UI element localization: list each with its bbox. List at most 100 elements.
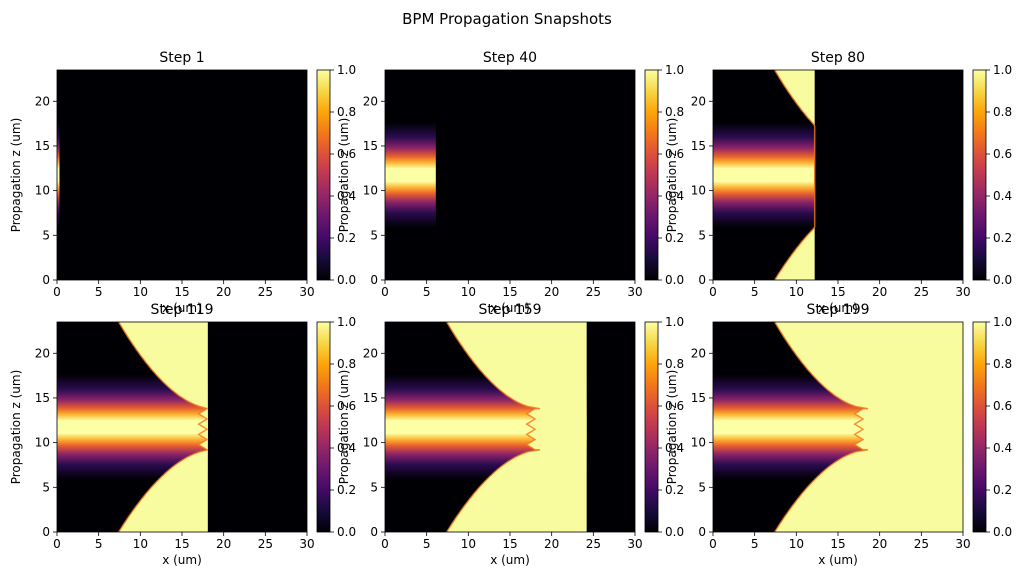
y-tick-label: 0 [370, 273, 378, 287]
panel-step-40: 0 5 10 15 20 25 30 0 5 10 15 20 Step 40 x (um) Propaga… [337, 50, 684, 315]
x-tick-label: 30 [299, 537, 314, 551]
x-tick-label: 5 [95, 537, 103, 551]
panel-title: Step 40 [483, 50, 537, 66]
x-tick-label: 20 [544, 537, 559, 551]
y-tick-label: 5 [370, 480, 378, 494]
figure-title: BPM Propagation Snapshots [402, 10, 612, 28]
colorbar-tick-label: 0.8 [993, 105, 1012, 119]
colorbar-tick-label: 1.0 [993, 63, 1012, 77]
colorbar-tick-label: 0.2 [665, 231, 684, 245]
colorbar-tick-label: 0.6 [337, 147, 356, 161]
y-axis-label: Propagation z (um) [9, 370, 23, 485]
colorbar-tick-label: 0.0 [993, 525, 1012, 539]
x-tick-label: 10 [789, 537, 804, 551]
colorbar-tick-label: 0.0 [337, 273, 356, 287]
panel-step-1: 0 5 10 15 20 25 30 0 5 10 15 20 Step 1 x (um) Propagat… [9, 50, 356, 315]
y-tick-label: 10 [35, 184, 50, 198]
colorbar-tick-label: 0.0 [993, 273, 1012, 287]
x-tick-label: 15 [502, 537, 517, 551]
colorbar-tick-label: 0.8 [993, 357, 1012, 371]
x-tick-label: 5 [751, 537, 759, 551]
y-tick-label: 15 [363, 391, 378, 405]
x-tick-label: 20 [872, 285, 887, 299]
y-tick-label: 10 [363, 436, 378, 450]
y-axis-label: Propagation z (um) [337, 370, 351, 485]
x-tick-label: 30 [955, 537, 970, 551]
colorbar-tick-label: 1.0 [665, 315, 684, 329]
y-axis-label: Propagation z (um) [337, 118, 351, 233]
y-tick-label: 15 [35, 139, 50, 153]
x-axis-label: x (um) [490, 553, 530, 567]
y-tick-label: 10 [691, 184, 706, 198]
panel-title: Step 199 [806, 302, 869, 318]
panel-step-80: 0 5 10 15 20 25 30 0 5 10 15 20 Step 80 x (um) Propaga… [665, 50, 1012, 315]
colorbar [644, 69, 659, 281]
colorbar-tick-label: 0.4 [665, 441, 684, 455]
colorbar-tick-label: 0.4 [337, 189, 356, 203]
x-tick-label: 20 [872, 537, 887, 551]
x-tick-label: 0 [709, 537, 717, 551]
panel-title: Step 119 [150, 302, 213, 318]
x-tick-label: 15 [830, 537, 845, 551]
x-tick-label: 25 [258, 537, 273, 551]
x-axis-label: x (um) [818, 553, 858, 567]
x-tick-label: 5 [423, 285, 431, 299]
x-tick-label: 0 [709, 285, 717, 299]
x-axis-label: x (um) [162, 301, 202, 315]
colorbar-tick-label: 1.0 [337, 315, 356, 329]
y-tick-label: 20 [691, 94, 706, 108]
panel-title: Step 80 [811, 50, 865, 66]
x-tick-label: 20 [216, 285, 231, 299]
y-tick-label: 10 [35, 436, 50, 450]
colorbar-tick-label: 0.0 [337, 525, 356, 539]
beam-field [385, 70, 436, 280]
x-axis-label: x (um) [818, 301, 858, 315]
colorbar-tick-label: 0.6 [665, 399, 684, 413]
y-tick-label: 0 [698, 525, 706, 539]
colorbar-tick-label: 0.0 [665, 525, 684, 539]
colorbar-tick-label: 0.2 [337, 231, 356, 245]
saturated-field-region [118, 322, 208, 532]
x-tick-label: 25 [914, 537, 929, 551]
y-tick-label: 0 [698, 273, 706, 287]
y-axis-label: Propagation z (um) [9, 118, 23, 233]
x-tick-label: 20 [216, 537, 231, 551]
y-tick-label: 0 [370, 525, 378, 539]
y-tick-label: 15 [363, 139, 378, 153]
y-tick-label: 5 [698, 480, 706, 494]
colorbar-tick-label: 0.2 [337, 483, 356, 497]
panel-title: Step 159 [478, 302, 541, 318]
colorbar-tick-label: 0.8 [665, 357, 684, 371]
x-tick-label: 5 [751, 285, 759, 299]
colorbar-tick-label: 0.4 [993, 189, 1012, 203]
field-boundary [774, 70, 816, 280]
field-boundary [774, 322, 869, 532]
y-tick-label: 10 [691, 436, 706, 450]
colorbar-tick-label: 0.8 [337, 357, 356, 371]
x-tick-label: 5 [95, 285, 103, 299]
colorbar-tick-label: 0.4 [993, 441, 1012, 455]
y-tick-label: 15 [35, 391, 50, 405]
colorbar-tick-label: 1.0 [665, 63, 684, 77]
colorbar-tick-label: 0.2 [665, 483, 684, 497]
colorbar [644, 321, 659, 533]
beam-field [57, 70, 60, 280]
y-axis-label: Propagation z (um) [665, 118, 679, 233]
y-tick-label: 20 [363, 94, 378, 108]
y-tick-label: 5 [42, 480, 50, 494]
colorbar-tick-label: 1.0 [337, 63, 356, 77]
saturated-field-region [774, 70, 815, 280]
x-tick-label: 20 [544, 285, 559, 299]
colorbar-tick-label: 0.6 [337, 399, 356, 413]
colorbar-tick-label: 0.6 [993, 399, 1012, 413]
x-tick-label: 25 [586, 285, 601, 299]
x-tick-label: 30 [627, 285, 642, 299]
x-axis-label: x (um) [162, 553, 202, 567]
y-tick-label: 20 [35, 346, 50, 360]
x-tick-label: 0 [381, 285, 389, 299]
saturated-field-region [446, 322, 587, 532]
colorbar-tick-label: 0.2 [993, 483, 1012, 497]
